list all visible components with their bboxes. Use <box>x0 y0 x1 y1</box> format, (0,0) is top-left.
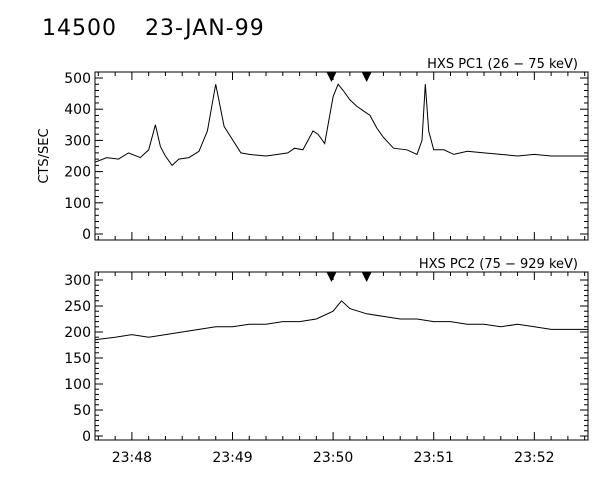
y-tick-label: 150 <box>64 351 91 367</box>
y-tick-label: 100 <box>64 196 91 212</box>
y-axis-label: CTS/SEC <box>37 128 52 183</box>
y-tick-label: 200 <box>64 165 91 181</box>
panel-title-2: HXS PC2 (75 − 929 keV) <box>419 257 578 272</box>
x-tick-label: 23:51 <box>414 450 454 466</box>
x-tick-label: 23:52 <box>514 450 554 466</box>
y-tick-label: 0 <box>82 429 91 445</box>
event-marker-2 <box>361 272 372 282</box>
y-tick-label: 300 <box>64 133 91 149</box>
event-date: 23-JAN-99 <box>145 16 265 41</box>
y-tick-label: 500 <box>64 71 91 87</box>
y-tick-label: 300 <box>64 273 91 289</box>
y-tick-label: 0 <box>82 227 91 243</box>
y-tick-label: 200 <box>64 325 91 341</box>
y-tick-label: 50 <box>73 403 91 419</box>
event-marker-1 <box>326 272 337 282</box>
y-tick-label: 250 <box>64 299 91 315</box>
series-line-2 <box>94 300 588 341</box>
plot-frame-2 <box>94 271 589 441</box>
x-tick-label: 23:50 <box>313 450 353 466</box>
x-tick-label: 23:49 <box>212 450 252 466</box>
event-marker-2 <box>361 72 372 82</box>
series-line-1 <box>94 83 588 167</box>
y-tick-label: 400 <box>64 102 91 118</box>
panel-title-1: HXS PC1 (26 − 75 keV) <box>427 57 578 72</box>
event-marker-1 <box>326 72 337 82</box>
x-tick-label: 23:48 <box>112 450 152 466</box>
y-tick-label: 100 <box>64 377 91 393</box>
event-id: 14500 <box>42 16 117 41</box>
